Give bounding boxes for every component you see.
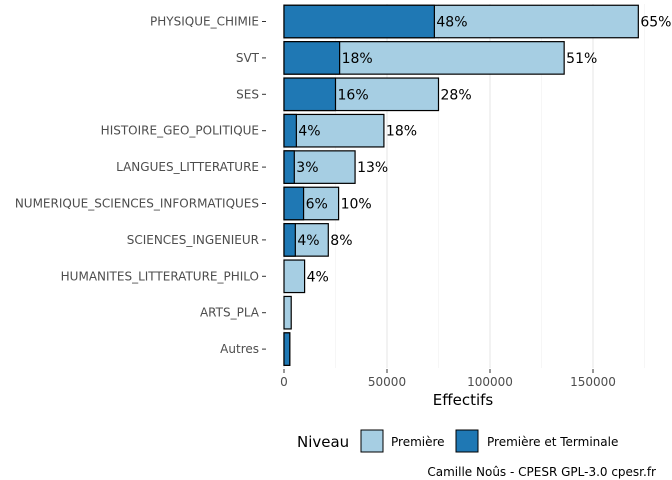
data-labels-group: 65% 48% 51% 18% 28% 16% 18% 4% 13% 3% 10% 6% 8% 4% 4% [296,15,671,286]
y-tick-label: SCIENCES_INGENIEUR [127,233,259,247]
y-tick-label: LANGUES_LITTERATURE [116,160,259,174]
bar-premiere-terminale [283,223,296,257]
data-label-premiere: 4% [307,269,329,285]
data-label-premiere-terminale: 3% [296,160,318,176]
y-tick-label: NUMERIQUE_SCIENCES_INFORMATIQUES [15,197,259,211]
bar-premiere-terminale [283,41,341,75]
legend-label: Première [391,435,445,449]
data-label-premiere: 10% [341,197,372,213]
bar-premiere [283,259,306,294]
data-label-premiere-terminale: 16% [338,87,369,103]
data-label-premiere: 28% [441,87,472,103]
legend-title: Niveau [297,433,349,451]
bar-premiere-terminale [283,186,305,221]
x-tick-label: 100000 [467,375,513,389]
data-label-premiere: 18% [386,124,417,140]
legend-label: Première et Terminale [487,435,618,449]
data-label-premiere-terminale: 4% [298,124,320,140]
bar-premiere-terminale [283,150,295,184]
x-axis-title: Effectifs [433,391,494,409]
data-label-premiere: 13% [357,160,388,176]
x-axis: 0 50000 100000 150000 [280,369,616,389]
data-label-premiere-terminale: 4% [297,233,319,249]
bar-premiere-terminale [283,4,435,39]
data-label-premiere-terminale: 6% [306,197,328,213]
x-tick-label: 50000 [368,375,406,389]
bar-premiere-terminale [283,77,337,112]
bar-premiere [283,295,292,330]
y-tick-label: HISTOIRE_GEO_POLITIQUE [101,124,259,138]
y-axis: PHYSIQUE_CHIMIE SVT SES HISTOIRE_GEO_POLITI… [15,15,266,356]
x-tick-label: 150000 [570,375,616,389]
data-label-premiere-terminale: 18% [342,51,373,67]
bars-group [283,4,639,366]
data-label-premiere: 51% [566,51,597,67]
caption: Camille Noûs - CPESR GPL-3.0 cpesr.fr [427,465,656,479]
bar-premiere-terminale [283,113,297,148]
y-tick-label: Autres [220,342,259,356]
y-tick-label: SVT [236,51,260,65]
x-tick-label: 0 [280,375,288,389]
y-tick-label: SES [236,87,259,101]
data-label-premiere: 65% [640,15,671,31]
legend: Niveau Première Première et Terminale [297,429,618,453]
bar-premiere [283,113,385,148]
data-label-premiere: 8% [330,233,352,249]
y-tick-label: ARTS_PLA [200,306,260,320]
data-label-premiere-terminale: 48% [436,15,467,31]
y-tick-label: PHYSIQUE_CHIMIE [150,15,259,29]
legend-key-premiere [360,429,384,453]
y-tick-label: HUMANITES_LITTERATURE_PHILO [61,269,259,283]
bar-premiere-terminale [283,332,291,366]
legend-key-premiere-terminale [455,429,479,453]
